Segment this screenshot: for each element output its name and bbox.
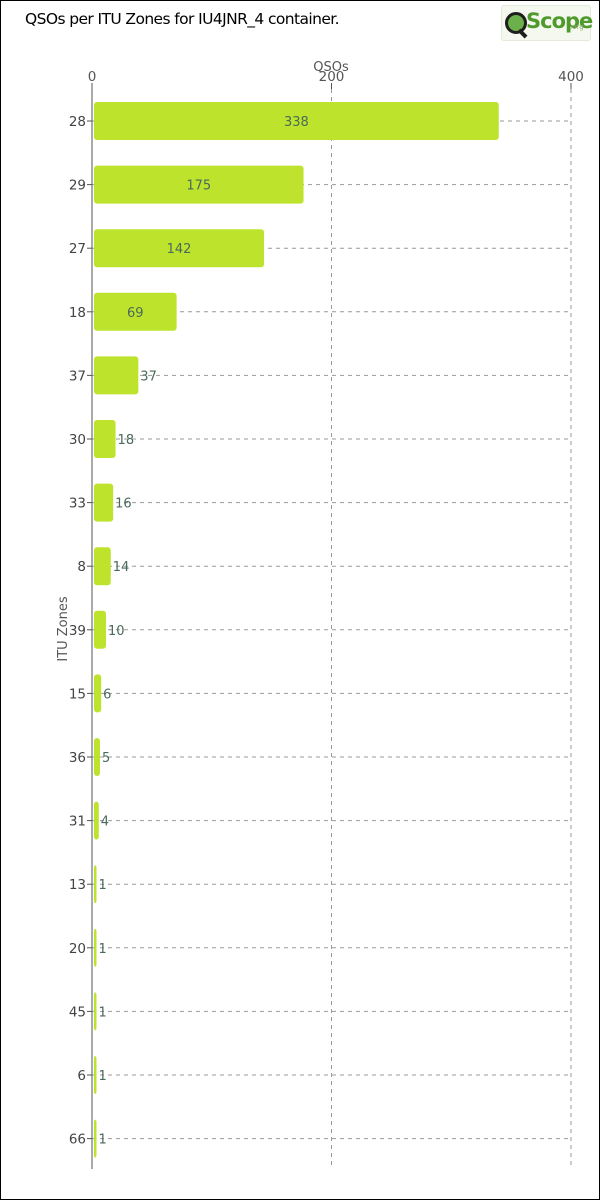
y-tick-label: 66 — [69, 1132, 86, 1148]
bar-zone-18[interactable] — [94, 292, 177, 331]
y-tick-label: 33 — [69, 496, 86, 512]
grid-layer — [92, 89, 572, 1169]
y-tick-label: 20 — [69, 941, 86, 957]
y-tick-label: 29 — [69, 178, 86, 194]
y-tick-label: 37 — [69, 368, 86, 384]
y-tick-label: 28 — [69, 114, 86, 130]
magnifier-icon — [505, 12, 527, 34]
y-tick-label: 8 — [77, 559, 86, 575]
bar-value-label: 1 — [99, 942, 107, 957]
logo-suffix: .org — [570, 23, 584, 31]
bar-value-label: 5 — [102, 751, 110, 766]
x-tick-label: 400 — [558, 69, 584, 85]
bar-value-label: 1 — [99, 1069, 107, 1084]
y-tick-label: 15 — [69, 686, 86, 702]
bar-value-label: 4 — [101, 815, 109, 830]
y-tick-label: 39 — [69, 623, 86, 639]
bar-value-label: 142 — [167, 242, 192, 257]
y-tick-label: 30 — [69, 432, 86, 448]
chart-title: QSOs per ITU Zones for IU4JNR_4 containe… — [25, 10, 340, 28]
bar-zone-8[interactable] — [94, 547, 111, 586]
bar-zone-29[interactable] — [94, 165, 304, 204]
y-tick-label: 36 — [69, 750, 86, 766]
bar-value-label: 175 — [186, 179, 211, 194]
bar-value-label: 16 — [115, 497, 132, 512]
bar-layer — [94, 102, 499, 1158]
y-axis-title: ITU Zones — [56, 596, 71, 662]
qscope-logo[interactable]: Scope .org — [501, 5, 593, 41]
x-tick-label: 0 — [88, 69, 97, 85]
y-tick-label: 18 — [69, 305, 86, 321]
x-tick-label: 200 — [319, 69, 345, 85]
bar-zone-20[interactable] — [94, 928, 97, 967]
bar-value-label: 10 — [108, 624, 125, 639]
bar-value-label: 37 — [140, 369, 157, 384]
y-tick-label: 27 — [69, 241, 86, 257]
bar-zone-33[interactable] — [94, 483, 114, 522]
bar-value-label: 6 — [103, 687, 111, 702]
bar-value-label: 338 — [284, 115, 309, 130]
bar-zone-30[interactable] — [94, 420, 116, 458]
bar-zone-36[interactable] — [94, 738, 100, 776]
y-tick-label: 31 — [69, 814, 86, 830]
bar-zone-28[interactable] — [94, 102, 499, 140]
bar-zone-37[interactable] — [94, 356, 139, 395]
bar-value-label: 69 — [127, 306, 144, 321]
bar-value-label: 1 — [99, 878, 107, 893]
bar-value-label: 1 — [99, 1133, 107, 1148]
bar-value-label: 14 — [113, 560, 130, 575]
y-tick-label: 13 — [69, 877, 86, 893]
bar-value-label: 1 — [99, 1005, 107, 1020]
x-axis-title: QSOs — [313, 60, 349, 75]
bar-zone-39[interactable] — [94, 610, 106, 649]
bar-zone-15[interactable] — [94, 674, 102, 713]
y-tick-label: 6 — [77, 1068, 86, 1084]
logo-wordmark: Scope — [526, 9, 593, 33]
bar-zone-27[interactable] — [94, 229, 265, 268]
y-tick-label: 45 — [69, 1004, 86, 1020]
bar-value-label: 18 — [118, 433, 135, 448]
bar-zone-6[interactable] — [94, 1056, 97, 1094]
axis-layer — [87, 83, 572, 1169]
bar-zone-45[interactable] — [94, 992, 97, 1031]
bar-zone-31[interactable] — [94, 801, 99, 840]
bar-zone-66[interactable] — [94, 1119, 97, 1158]
bar-zone-13[interactable] — [94, 865, 97, 904]
